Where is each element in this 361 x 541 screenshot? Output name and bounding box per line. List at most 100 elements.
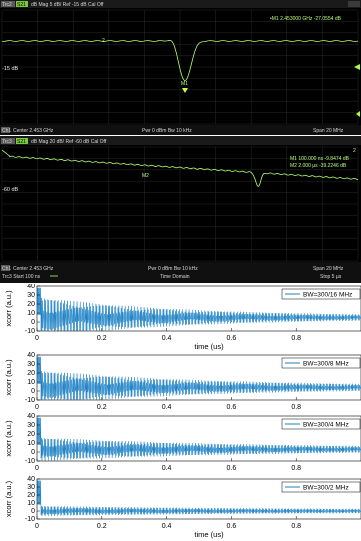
x-tick-label: 0: [35, 465, 39, 472]
trace-tab-label: Trc2: [2, 2, 12, 8]
x-tick-label: 0.2: [97, 335, 107, 342]
marker-readout-2: M2 2.000 µs -39.2246 dB: [290, 163, 347, 169]
start-time: Trc3 Start 100 ns: [2, 274, 41, 280]
ref-level-label: -60 dB: [2, 187, 19, 193]
y-tick-label: 10: [27, 500, 35, 507]
y-tick-label: 30: [27, 422, 35, 429]
y-tick-label: 0: [31, 449, 35, 456]
x-tick-label: 0.6: [227, 404, 237, 411]
y-tick-label: 10: [27, 440, 35, 447]
legend-label: BW=300/8 MHz: [303, 360, 349, 367]
legend-label: BW=300/16 MHz: [303, 291, 352, 298]
xcorr-series: [36, 356, 361, 400]
marker-readout: •M1 2.453000 GHz -27.0554 dB: [270, 16, 342, 22]
trace-tab[interactable]: [1, 1, 15, 7]
x-axis-label: time (us): [194, 342, 224, 351]
vna-screen-bottom: Trc3 S21 dB Mag 20 dB/ Ref -60 dB Cal Of…: [0, 136, 361, 283]
x-tick-label: 0.2: [97, 523, 107, 530]
y-tick-label: 40: [27, 413, 35, 420]
x-tick-label: 0.8: [291, 335, 301, 342]
legend-box: [281, 357, 361, 369]
channel-tab[interactable]: Ch1: [2, 128, 11, 134]
y-axis-label: xcorr (a.u.): [4, 420, 13, 457]
xcorr-series: [36, 480, 361, 517]
x-tick-label: 0.8: [291, 523, 301, 530]
param-tab[interactable]: [16, 1, 28, 7]
span-label: Span 20 MHz: [313, 266, 344, 272]
y-tick-label: 30: [27, 484, 35, 491]
y-tick-label: 40: [27, 476, 35, 483]
trace-line: [1, 40, 359, 82]
power-bw: Pwr 0 dBm Bw 10 kHz: [142, 128, 192, 134]
x-tick-label: 0.4: [162, 335, 172, 342]
corner-tab[interactable]: [348, 1, 360, 7]
xcorr-series: [36, 287, 361, 331]
y-tick-label: 20: [27, 301, 35, 308]
x-tick-label: 0.8: [291, 404, 301, 411]
power-bw: Pwr 0 dBm Bw 10 kHz: [148, 266, 198, 272]
trace-number: 2: [353, 148, 356, 154]
y-tick-label: 0: [31, 388, 35, 395]
y-tick-label: 0: [31, 319, 35, 326]
legend-box: [281, 288, 361, 300]
x-tick-label: 0.4: [162, 404, 172, 411]
y-tick-label: -10: [25, 328, 35, 335]
param-tab[interactable]: [16, 138, 28, 144]
center-freq: Center 2.453 GHz: [13, 266, 54, 272]
legend-box: [281, 481, 361, 493]
xcorr-plots: -10 0 10 20 30 40 0 0.2 0.4 0.6 0.8 time (us) xcorr …: [0, 284, 361, 541]
x-tick-label: 0.6: [227, 335, 237, 342]
x-tick-label: 0.2: [97, 465, 107, 472]
y-tick-label: 0: [31, 508, 35, 515]
vna-bottom-grid: [1, 146, 359, 262]
y-tick-label: 20: [27, 370, 35, 377]
x-tick-label: 0: [35, 404, 39, 411]
y-axis-label: xcorr (a.u.): [4, 290, 13, 327]
y-tick-label: 10: [27, 310, 35, 317]
stop-time: Stop 5 µs: [320, 274, 342, 280]
y-tick-label: 30: [27, 292, 35, 299]
x-tick-label: 0.6: [227, 465, 237, 472]
vna-screen-top: Trc2 S21 dB Mag 5 dB/ Ref -15 dB Cal Off…: [0, 0, 361, 135]
center-freq: Center 2.453 GHz: [13, 128, 54, 134]
time-domain-label: Time Domain: [160, 274, 190, 280]
y-tick-label: -10: [25, 516, 35, 523]
span-label: Span 20 MHz: [313, 128, 344, 134]
channel-tab[interactable]: Ch1: [2, 266, 11, 272]
legend-label: BW=300/2 MHz: [303, 484, 349, 491]
trace-tab[interactable]: [1, 138, 15, 144]
marker-label: M2: [142, 173, 149, 179]
y-tick-label: 20: [27, 492, 35, 499]
format-label: dB Mag 5 dB/ Ref -15 dB Cal Off: [31, 2, 104, 8]
x-tick-label: 0.2: [97, 404, 107, 411]
ref-level-label: -15 dB: [2, 66, 19, 72]
trace-line: [1, 149, 359, 188]
vna-top-grid: [1, 9, 359, 125]
y-tick-label: 40: [27, 284, 35, 290]
legend-box: [281, 418, 361, 430]
trace-tab-label: Trc3: [2, 139, 12, 145]
param-tab-label: S21: [17, 139, 26, 145]
y-tick-label: -10: [25, 458, 35, 465]
x-tick-label: 0.4: [162, 465, 172, 472]
x-tick-label: 0.6: [227, 523, 237, 530]
x-tick-label: 0: [35, 523, 39, 530]
marker-triangle[interactable]: [182, 88, 188, 93]
x-tick-label: 0.8: [291, 465, 301, 472]
y-tick-label: 30: [27, 361, 35, 368]
vna-bottom-display: Trc3 S21 dB Mag 20 dB/ Ref -60 dB Cal Of…: [0, 136, 361, 283]
marker-readout-1: M1 100.000 ns -9.8474 dB: [290, 156, 350, 162]
xcorr-series: [36, 417, 361, 461]
y-tick-label: -10: [25, 397, 35, 404]
legend-label: BW=300/4 MHz: [303, 421, 349, 428]
vna-top-display: Trc2 S21 dB Mag 5 dB/ Ref -15 dB Cal Off…: [0, 0, 361, 135]
x-axis-label: time (us): [194, 530, 224, 539]
y-tick-label: 40: [27, 352, 35, 359]
y-tick-label: 20: [27, 431, 35, 438]
x-tick-label: 0: [35, 335, 39, 342]
x-tick-label: 0.4: [162, 523, 172, 530]
